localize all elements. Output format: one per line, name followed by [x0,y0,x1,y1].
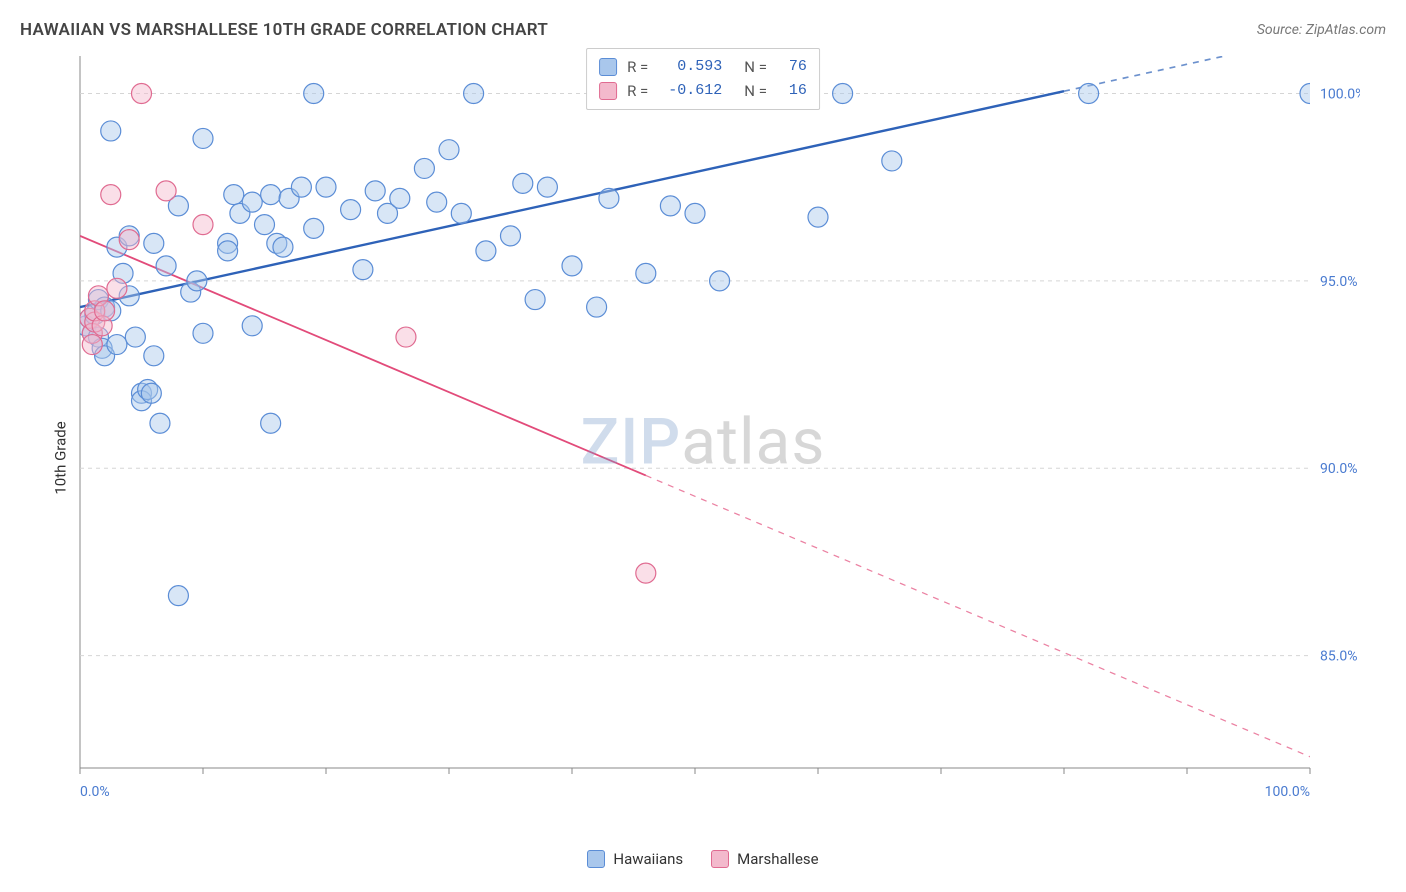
stats-r-label: R = [627,79,648,103]
stats-row: R = 0.593 N = 76 [599,55,807,79]
svg-text:100.0%: 100.0% [1265,784,1310,800]
stats-n-value: 16 [777,79,807,103]
source-label: Source: ZipAtlas.com [1257,22,1386,38]
legend-swatch [587,850,605,868]
stats-swatch [599,82,617,100]
chart-title: HAWAIIAN VS MARSHALLESE 10TH GRADE CORRE… [20,20,548,40]
legend-swatch [711,850,729,868]
svg-text:90.0%: 90.0% [1320,461,1358,477]
stats-row: R = -0.612 N = 16 [599,79,807,103]
legend-label: Hawaiians [613,850,683,868]
legend-label: Marshallese [737,850,818,868]
svg-text:100.0%: 100.0% [1320,86,1360,102]
stats-n-label: N = [744,79,767,103]
legend-item: Marshallese [711,850,818,868]
chart-container: HAWAIIAN VS MARSHALLESE 10TH GRADE CORRE… [0,0,1406,892]
chart-wrap: 10th Grade 85.0% 90.0% 95.0% 100.0% 0.0% 100.… [20,48,1386,868]
stats-r-value: 0.593 [658,55,722,79]
scatter-chart: 85.0% 90.0% 95.0% 100.0% 0.0% 100.0% [20,48,1360,848]
stats-swatch [599,58,617,76]
stats-r-value: -0.612 [658,79,722,103]
svg-text:85.0%: 85.0% [1320,649,1358,665]
stats-n-value: 76 [777,55,807,79]
header-row: HAWAIIAN VS MARSHALLESE 10TH GRADE CORRE… [20,20,1386,40]
stats-r-label: R = [627,55,648,79]
svg-text:0.0%: 0.0% [80,784,110,800]
svg-text:95.0%: 95.0% [1320,274,1358,290]
legend-item: Hawaiians [587,850,683,868]
y-axis-label: 10th Grade [52,421,70,494]
legend: Hawaiians Marshallese [20,850,1386,868]
correlation-stats-box: R = 0.593 N = 76 R = -0.612 N = 16 [586,48,820,110]
stats-n-label: N = [744,55,767,79]
